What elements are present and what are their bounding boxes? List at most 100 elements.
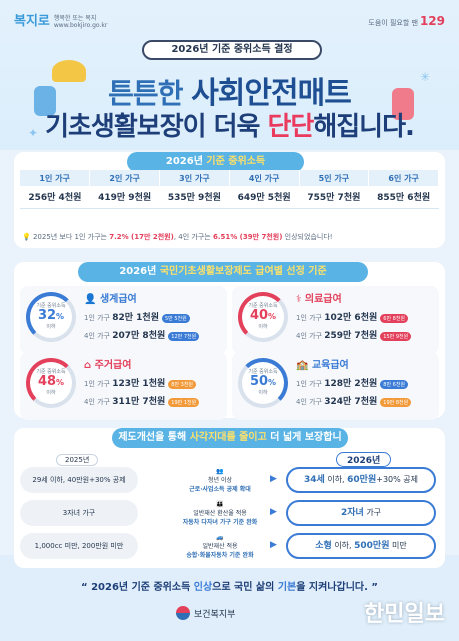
increase-note: 💡 2025년 보다 1인 가구는 7.2% (17만 2천원), 4인 가구는…	[22, 232, 437, 242]
people-icon: 👥	[216, 468, 224, 475]
card-row-2: 4인 가구 207만 8천원 12만 7천원	[84, 328, 200, 341]
bokjiro-logo-url: www.bokjiro.go.kr	[53, 21, 108, 29]
percent-donut: 기준 중위소득 40% 이하	[238, 292, 288, 342]
donut-below: 이하	[258, 390, 268, 396]
percent-donut: 기준 중위소득 32% 이하	[26, 292, 76, 342]
income-4: 649만 5천원	[229, 186, 299, 209]
income-5: 755만 7천원	[299, 186, 369, 209]
donut-label: 기준 중위소득	[248, 303, 278, 309]
row-value: 123만 1천원	[112, 379, 166, 389]
bokjiro-logo-sub: 행복한 또는 복지	[53, 14, 97, 22]
new-criteria: 소형 이하, 500만원 미만	[286, 533, 436, 559]
card-title: 🏫 교육급여	[296, 356, 349, 371]
row-label: 1인 가구	[296, 314, 322, 322]
benefit-card-livelihood: 기준 중위소득 32% 이하 👤 생계급여 1인 가구 82만 1천원 5만 5천…	[20, 286, 227, 354]
slogan-highlight: 기본	[277, 582, 297, 593]
benefit-card-housing: 기준 중위소득 48% 이하 ⌂ 주거급여 1인 가구 123만 1천원 8만 3…	[20, 352, 227, 420]
donut-value: 48	[37, 374, 57, 389]
increase-tag: 12만 7천원	[168, 331, 200, 341]
child-illustration-right	[392, 88, 414, 120]
percent-donut: 기준 중위소득 50% 이하	[238, 358, 288, 408]
increase-tag: 19만 8천원	[380, 397, 412, 407]
new-criteria-emphasis: 34세	[303, 475, 325, 485]
increase-tag: 5만 5천원	[162, 313, 190, 323]
donut-percent: 40%	[242, 309, 284, 323]
slogan-highlight: 인상	[193, 582, 213, 593]
donut-value: 50	[249, 374, 269, 389]
income-1: 256만 4천원	[20, 186, 90, 209]
medical-icon: ⚕	[296, 294, 302, 305]
hero-line-2-part: 이 더욱	[182, 112, 268, 142]
improvement-row-vehicle: 1,000cc 미만, 200만원 미만 🚙 일반재산 적용 승합·화물자동차 기준…	[20, 533, 439, 561]
donut-below: 이하	[258, 324, 268, 330]
hero-line-1-part: 튼튼한	[108, 77, 192, 110]
improvements-head-part: 제도개선을 통해	[118, 432, 190, 443]
card-row-2: 4인 가구 259만 7천원 15만 9천원	[296, 328, 412, 341]
row-value: 102만 6천원	[324, 313, 378, 323]
income-table-row: 256만 4천원 419만 9천원 535만 9천원 649만 5천원 755만…	[20, 186, 439, 209]
row-label: 1인 가구	[84, 314, 110, 322]
note-highlight: 7.2% (17만 2천원)	[109, 233, 174, 241]
card-row-1: 1인 가구 123만 1천원 8만 3천원	[84, 376, 197, 389]
note-highlight: 6.51% (39만 7천원)	[212, 233, 283, 241]
row-label: 4인 가구	[296, 332, 322, 340]
row-value: 207만 8천원	[112, 331, 166, 341]
hero-line-1-emphasis: 사회안전매트	[191, 76, 352, 111]
row-value: 82만 1천원	[112, 313, 159, 323]
note-part: , 4인 가구는	[173, 233, 213, 241]
person-icon: 👤	[84, 294, 97, 305]
benefits-head-year: 2026년	[119, 266, 160, 277]
col-3: 3인 가구	[159, 170, 230, 186]
change-detail: 자동차 다자녀 가구 기준 완화	[182, 519, 258, 526]
income-panel-head: 2026년 기준 중위소득	[127, 152, 304, 172]
arrow-right-icon: ▶	[270, 540, 277, 550]
closing-slogan: “ 2026년 기준 중위소득 인상으로 국민 삶의 기본을 지켜나갑니다. ”	[0, 578, 459, 593]
hero-line-2-emphasis: 단단	[267, 112, 315, 142]
card-title-text: 교육급여	[311, 360, 349, 371]
income-head-year: 2026년	[165, 156, 207, 167]
donut-label: 기준 중위소득	[36, 303, 66, 309]
col-1: 1인 가구	[20, 170, 91, 186]
col-6: 6인 가구	[368, 170, 439, 186]
donut-below: 이하	[46, 324, 56, 330]
hero-line-2: 기초생활보장이 더욱 단단해집니다.	[0, 106, 459, 143]
new-criteria-part: 가구	[363, 508, 382, 517]
card-title-text: 의료급여	[304, 294, 342, 305]
footer-background	[0, 555, 459, 641]
card-row-1: 1인 가구 102만 6천원 6만 8천원	[296, 310, 409, 323]
bokjiro-logo-mark: 복지로	[14, 14, 50, 29]
benefit-card-education: 기준 중위소득 50% 이하 🏫 교육급여 1인 가구 128만 2천원 8만 6…	[232, 352, 439, 420]
increase-tag: 6만 8천원	[380, 313, 409, 323]
col-2: 2인 가구	[89, 170, 160, 186]
donut-below: 이하	[46, 390, 56, 396]
taegeuk-icon	[176, 606, 190, 620]
new-criteria-part: 이하,	[324, 475, 348, 484]
hotline-number: 129	[419, 14, 445, 28]
school-icon: 🏫	[296, 360, 309, 371]
change-detail: 승합·화물자동차 기준 완화	[186, 552, 254, 559]
slogan-part: “ 2026년 기준 중위소득	[81, 582, 194, 593]
hotline-prefix: 도움이 필요할 땐	[368, 19, 418, 27]
donut-unit: %	[268, 378, 277, 387]
card-row-2: 4인 가구 324만 7천원 19만 8천원	[296, 394, 412, 407]
new-criteria-part: 미만	[389, 541, 407, 550]
row-label: 4인 가구	[296, 398, 322, 406]
new-criteria: 34세 이하, 60만원+30% 공제	[286, 467, 436, 493]
donut-value: 40	[249, 308, 269, 323]
bokjiro-logo[interactable]: 복지로 행복한 또는 복지 www.bokjiro.go.kr	[14, 10, 107, 29]
change-label: 일반재산 환산율 적용	[193, 510, 247, 517]
col-5: 5인 가구	[299, 170, 370, 186]
benefits-panel-head: 2026년 국민기초생활보장제도 급여별 선정 기준	[78, 262, 368, 282]
hotline-129-logo[interactable]: 도움이 필요할 땐 129	[368, 14, 445, 28]
newspaper-watermark: 한민일보	[364, 602, 445, 627]
donut-label: 기준 중위소득	[36, 369, 66, 375]
donut-unit: %	[56, 312, 65, 321]
ministry-logo[interactable]: 보건복지부	[176, 606, 235, 620]
new-criteria-emphasis: 500만원	[354, 541, 390, 551]
improvements-head-highlight: 사각지대를 줄이고	[189, 432, 267, 443]
family-icon: 👪	[216, 501, 224, 508]
change-label: 일반재산 적용	[202, 543, 238, 550]
row-label: 4인 가구	[84, 332, 110, 340]
old-criteria: 1,000cc 미만, 200만원 미만	[20, 533, 138, 559]
note-part: 인상되었습니다!	[282, 233, 333, 241]
